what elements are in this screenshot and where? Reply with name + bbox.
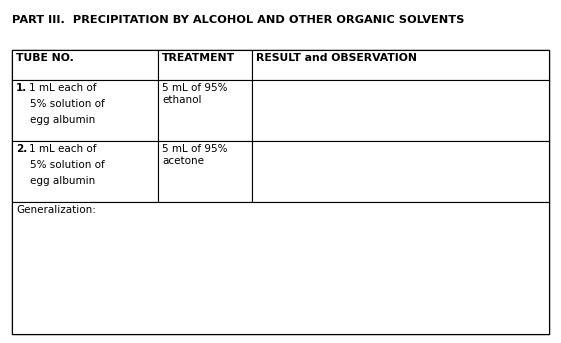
FancyBboxPatch shape — [158, 50, 252, 80]
FancyBboxPatch shape — [12, 202, 549, 334]
Text: TREATMENT: TREATMENT — [162, 53, 235, 63]
Text: 5 mL of 95%
acetone: 5 mL of 95% acetone — [162, 144, 228, 166]
Text: TUBE NO.: TUBE NO. — [16, 53, 74, 63]
Text: PART III.  PRECIPITATION BY ALCOHOL AND OTHER ORGANIC SOLVENTS: PART III. PRECIPITATION BY ALCOHOL AND O… — [12, 15, 465, 25]
Text: 5 mL of 95%
ethanol: 5 mL of 95% ethanol — [162, 83, 228, 105]
Text: 5% solution of: 5% solution of — [30, 160, 105, 170]
Text: 5% solution of: 5% solution of — [30, 99, 105, 109]
FancyBboxPatch shape — [158, 80, 252, 141]
Text: egg albumin: egg albumin — [30, 176, 95, 186]
Text: 1.: 1. — [16, 83, 27, 93]
Text: 1 mL each of: 1 mL each of — [29, 83, 96, 93]
Text: Generalization:: Generalization: — [16, 205, 96, 215]
FancyBboxPatch shape — [252, 50, 549, 80]
FancyBboxPatch shape — [12, 141, 158, 202]
FancyBboxPatch shape — [158, 141, 252, 202]
Text: 2.: 2. — [16, 144, 27, 154]
FancyBboxPatch shape — [12, 80, 158, 141]
FancyBboxPatch shape — [12, 50, 158, 80]
Text: 1 mL each of: 1 mL each of — [29, 144, 96, 154]
Text: egg albumin: egg albumin — [30, 115, 95, 125]
FancyBboxPatch shape — [252, 141, 549, 202]
FancyBboxPatch shape — [252, 80, 549, 141]
Text: RESULT and OBSERVATION: RESULT and OBSERVATION — [256, 53, 417, 63]
FancyBboxPatch shape — [12, 50, 549, 334]
